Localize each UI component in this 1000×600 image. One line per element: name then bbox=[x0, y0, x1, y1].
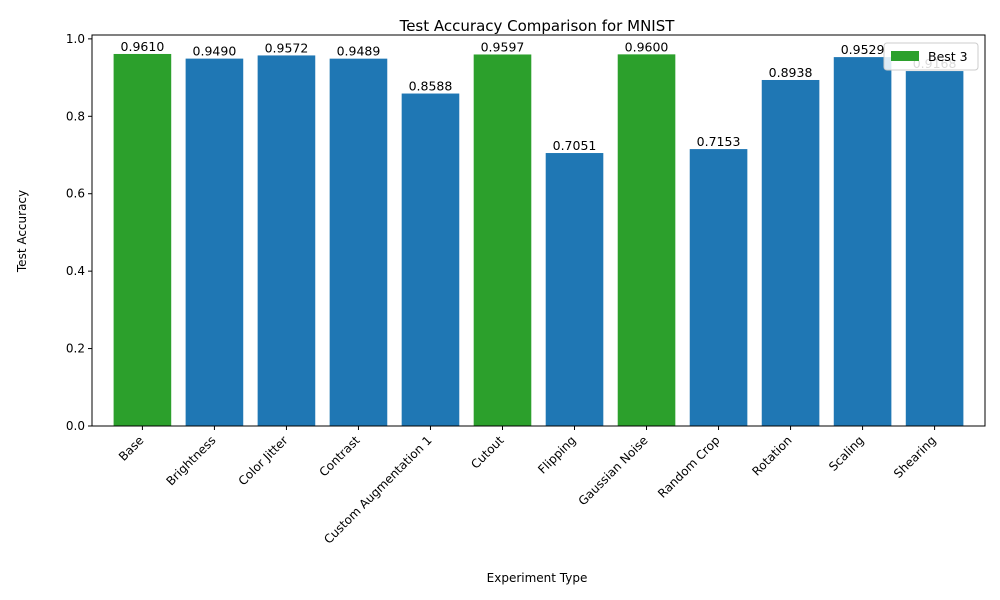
plot-frame bbox=[91, 34, 986, 427]
y-tick-label: 0.8 bbox=[66, 109, 85, 123]
value-labels-group: 0.9610 0.9490 0.9572 0.9489 0.8588 0.9597 0.70… bbox=[121, 39, 957, 153]
x-tick-label-contrast: Contrast bbox=[316, 433, 362, 479]
legend: Best 3 bbox=[883, 42, 979, 71]
bar-shearing bbox=[905, 71, 964, 427]
legend-swatch-best-3 bbox=[891, 51, 919, 61]
y-tick-label: 0.2 bbox=[66, 342, 85, 356]
bar-random-crop bbox=[689, 149, 748, 426]
value-label-custom-augmentation-1: 0.8588 bbox=[409, 79, 453, 94]
legend-label-best-3: Best 3 bbox=[928, 49, 968, 64]
x-tick-label-color-jitter: Color Jitter bbox=[236, 433, 291, 488]
bar-custom-augmentation-1 bbox=[401, 93, 460, 426]
value-label-contrast: 0.9489 bbox=[337, 44, 381, 59]
x-axis: Base Brightness Color Jitter ContrastCustom… bbox=[116, 426, 939, 547]
bar-rotation bbox=[761, 79, 820, 426]
chart-title: Test Accuracy Comparison for MNIST bbox=[399, 17, 676, 35]
value-label-color-jitter: 0.9572 bbox=[265, 40, 309, 55]
value-label-flipping: 0.7051 bbox=[553, 138, 597, 153]
legend-frame bbox=[883, 42, 979, 71]
value-label-rotation: 0.8938 bbox=[769, 65, 813, 80]
y-axis: 0.0 0.2 0.4 0.6 0.8 1.0 bbox=[66, 32, 92, 433]
x-tick-label-base: Base bbox=[116, 433, 147, 464]
x-tick-label-shearing: Shearing bbox=[891, 433, 939, 481]
x-tick-label-scaling: Scaling bbox=[826, 433, 867, 474]
bar-gaussian-noise bbox=[617, 54, 676, 426]
value-label-cutout: 0.9597 bbox=[481, 39, 525, 54]
bar-flipping bbox=[545, 153, 604, 427]
y-tick-label: 0.6 bbox=[66, 187, 85, 201]
y-axis-label: Test Accuracy bbox=[15, 190, 29, 273]
bar-color-jitter bbox=[257, 55, 316, 426]
x-tick-label-rotation: Rotation bbox=[749, 433, 794, 478]
value-label-brightness: 0.9490 bbox=[193, 44, 237, 59]
y-tick-label: 0.4 bbox=[66, 264, 85, 278]
x-axis-label: Experiment Type bbox=[487, 571, 588, 585]
bar-cutout bbox=[473, 54, 532, 427]
value-label-random-crop: 0.7153 bbox=[697, 134, 741, 149]
x-tick-label-cutout: Cutout bbox=[468, 433, 507, 472]
value-label-gaussian-noise: 0.9600 bbox=[625, 39, 669, 54]
y-tick-label: 1.0 bbox=[66, 32, 85, 46]
bar-brightness bbox=[185, 58, 244, 426]
x-tick-label-random-crop: Random Crop bbox=[655, 433, 723, 501]
value-label-scaling: 0.9529 bbox=[841, 42, 885, 57]
bars-group bbox=[113, 53, 964, 427]
value-label-base: 0.9610 bbox=[121, 39, 165, 54]
bar-scaling bbox=[833, 57, 892, 427]
bar-base bbox=[113, 53, 172, 427]
x-tick-label-gaussian-noise: Gaussian Noise bbox=[576, 433, 651, 508]
x-tick-label-flipping: Flipping bbox=[535, 433, 578, 476]
x-tick-label-brightness: Brightness bbox=[163, 433, 218, 488]
y-tick-label: 0.0 bbox=[66, 419, 85, 433]
bar-contrast bbox=[329, 58, 388, 426]
